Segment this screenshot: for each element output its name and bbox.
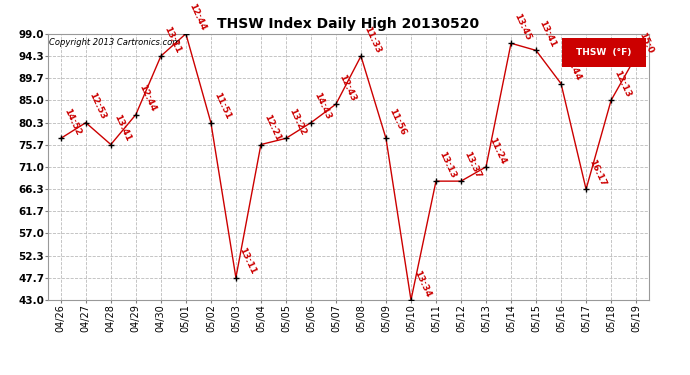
Text: 11:56: 11:56 (387, 107, 408, 137)
Title: THSW Index Daily High 20130520: THSW Index Daily High 20130520 (217, 17, 480, 31)
Text: 12:53: 12:53 (87, 92, 108, 121)
Text: 16:17: 16:17 (587, 158, 608, 188)
Text: 13:45: 13:45 (513, 12, 533, 42)
Text: 13:41: 13:41 (538, 19, 558, 49)
Text: 11:33: 11:33 (362, 25, 382, 55)
Text: 12:43: 12:43 (337, 73, 357, 103)
Text: 12:21: 12:21 (262, 113, 282, 143)
Text: 13:11: 13:11 (237, 246, 257, 276)
Text: 12:13: 12:13 (613, 69, 633, 99)
Text: Copyright 2013 Cartronics.com: Copyright 2013 Cartronics.com (49, 38, 180, 47)
Text: 13:41: 13:41 (112, 113, 132, 143)
Text: 09:44: 09:44 (562, 52, 583, 82)
Text: 14:52: 14:52 (62, 107, 83, 137)
Text: 13:13: 13:13 (437, 150, 457, 180)
Text: 13:22: 13:22 (287, 107, 308, 137)
Text: 11:51: 11:51 (213, 92, 233, 121)
Text: 12:44: 12:44 (187, 2, 208, 32)
Text: 13:34: 13:34 (413, 269, 433, 298)
Text: 14:43: 14:43 (313, 91, 333, 121)
Text: 13:37: 13:37 (462, 150, 483, 180)
Text: 11:24: 11:24 (487, 136, 508, 165)
Text: 15:0: 15:0 (638, 31, 655, 55)
Text: 13:11: 13:11 (162, 25, 182, 55)
Text: 12:44: 12:44 (137, 83, 157, 113)
